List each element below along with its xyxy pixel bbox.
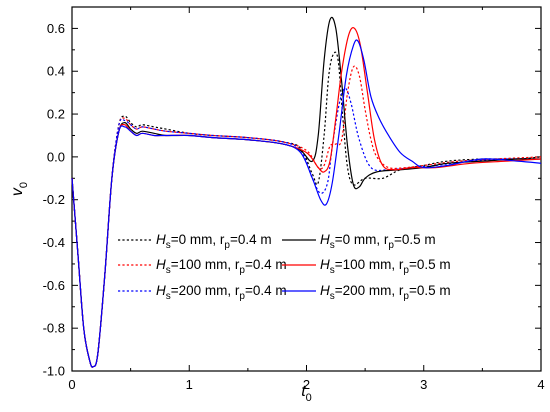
y-tick-label: -0.8 — [43, 321, 65, 336]
legend: Hs=0 mm, rp=0.4 mHs=100 mm, rp=0.4 mHs=2… — [118, 232, 451, 302]
y-axis-label-main: v — [9, 187, 26, 196]
y-tick-label: 0.0 — [47, 149, 65, 164]
legend-text-part: p — [239, 291, 245, 302]
x-tick-label: 2 — [303, 377, 310, 392]
series-line-3 — [71, 87, 542, 368]
x-tick-label: 3 — [420, 377, 427, 392]
legend-text-part: s — [166, 240, 171, 251]
legend-text-part: p — [403, 291, 409, 302]
legend-text-part: H — [156, 283, 166, 298]
series-line-4 — [71, 16, 542, 368]
legend-text-part: H — [320, 257, 330, 272]
legend-label: Hs=200 mm, rp=0.5 m — [320, 283, 451, 302]
legend-label: Hs=100 mm, rp=0.4 m — [156, 257, 287, 276]
y-axis-label-sub: 0 — [18, 182, 30, 188]
y-tick-label: 0.6 — [47, 21, 65, 36]
x-axis-label: t0 — [301, 383, 312, 404]
x-axis-label-main: t — [301, 383, 306, 400]
legend-text-part: p — [388, 240, 394, 251]
series-line-1 — [71, 51, 542, 368]
y-tick-label: -0.6 — [43, 278, 65, 293]
plot-frame — [71, 6, 542, 372]
legend-text-part: H — [320, 283, 330, 298]
legend-label: Hs=0 mm, rp=0.5 m — [320, 232, 436, 251]
legend-text-part: =200 mm, r — [335, 283, 404, 298]
legend-text-part: s — [166, 265, 171, 276]
legend-text-part: =0 mm, r — [335, 232, 389, 247]
y-tick-label: -1.0 — [43, 364, 65, 379]
legend-text-part: =0.4 m — [230, 232, 272, 247]
legend-text-part: H — [320, 232, 330, 247]
legend-text-part: =0.5 m — [409, 257, 451, 272]
axis-ticks — [71, 7, 542, 372]
legend-text-part: s — [330, 240, 335, 251]
legend-text-part: =0.5 m — [394, 232, 436, 247]
legend-text-part: H — [156, 232, 166, 247]
legend-text-part: =100 mm, r — [171, 257, 240, 272]
legend-text-part: H — [156, 257, 166, 272]
y-axis-label: v0 — [9, 182, 30, 196]
y-tick-label: -0.4 — [43, 235, 65, 250]
x-tick-label: 0 — [68, 377, 75, 392]
legend-text-part: s — [330, 291, 335, 302]
y-tick-label: -0.2 — [43, 192, 65, 207]
plot-area — [71, 6, 542, 372]
legend-label: Hs=100 mm, rp=0.5 m — [320, 257, 451, 276]
x-tick-label: 4 — [537, 377, 544, 392]
y-tick-label: 0.2 — [47, 107, 65, 122]
legend-text-part: s — [166, 291, 171, 302]
legend-text-part: =200 mm, r — [171, 283, 240, 298]
y-tick-label: 0.4 — [47, 64, 65, 79]
x-tick-label: 1 — [186, 377, 193, 392]
legend-label: Hs=0 mm, rp=0.4 m — [156, 232, 272, 251]
legend-text-part: p — [224, 240, 230, 251]
legend-text-part: s — [330, 265, 335, 276]
legend-text-part: p — [239, 265, 245, 276]
data-series — [71, 16, 542, 368]
x-axis-label-sub: 0 — [306, 392, 312, 404]
axis-tick-labels: 0 1 2 3 4 -1.0 -0.8 -0.6 -0.4 -0.2 0.0 0.2 0.4 0.6 — [43, 21, 545, 392]
y-axis-title: v0 — [9, 182, 30, 196]
x-axis-title: t0 — [301, 383, 312, 404]
legend-text-part: p — [403, 265, 409, 276]
legend-text-part: =100 mm, r — [335, 257, 404, 272]
legend-text-part: =0.4 m — [245, 257, 287, 272]
legend-text-part: =0.4 m — [245, 283, 287, 298]
series-line-5 — [71, 27, 542, 368]
legend-label: Hs=200 mm, rp=0.4 m — [156, 283, 287, 302]
legend-text-part: =0 mm, r — [171, 232, 225, 247]
legend-text-part: =0.5 m — [409, 283, 451, 298]
series-line-6 — [71, 39, 542, 368]
series-line-2 — [71, 65, 542, 368]
